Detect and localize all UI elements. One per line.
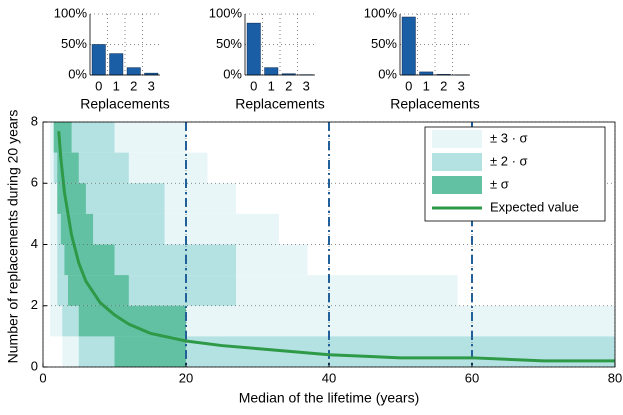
y-tick-label: 8 xyxy=(31,113,38,128)
x-tick-label: 3 xyxy=(458,78,465,93)
y-tick-label: 50% xyxy=(371,36,397,51)
x-axis-label: Replacements xyxy=(235,96,325,112)
legend-label: ± σ xyxy=(490,176,509,191)
x-tick-label: 3 xyxy=(303,78,310,93)
x-tick-label: 20 xyxy=(179,370,193,385)
x-tick-label: 2 xyxy=(440,78,447,93)
legend-swatch xyxy=(432,176,482,194)
x-axis-label: Replacements xyxy=(390,96,480,112)
x-tick-label: 1 xyxy=(113,78,120,93)
band-cell xyxy=(60,213,94,245)
y-tick-label: 6 xyxy=(31,175,38,190)
x-tick-label: 80 xyxy=(608,370,622,385)
y-tick-label: 100% xyxy=(209,5,243,20)
x-tick-label: 0 xyxy=(95,78,102,93)
band-cell xyxy=(53,122,72,153)
legend-swatch xyxy=(432,130,482,148)
x-tick-label: 2 xyxy=(285,78,292,93)
legend-swatch xyxy=(432,153,482,171)
x-tick-label: 0 xyxy=(39,370,46,385)
band-cell xyxy=(114,336,186,367)
x-axis-label: Median of the lifetime (years) xyxy=(239,390,420,406)
y-tick-label: 0% xyxy=(68,66,87,81)
legend-label: ± 2 · σ xyxy=(490,153,528,168)
y-tick-label: 4 xyxy=(31,236,38,251)
x-tick-label: 40 xyxy=(322,370,336,385)
y-axis-label: Number of replacements during 20 years xyxy=(5,110,21,364)
bar xyxy=(246,22,261,76)
x-axis-label: Replacements xyxy=(80,96,170,112)
y-tick-label: 0 xyxy=(31,358,38,373)
legend-label: Expected value xyxy=(490,199,579,214)
bar xyxy=(401,16,416,76)
legend-label: ± 3 · σ xyxy=(490,130,528,145)
x-tick-label: 0 xyxy=(405,78,412,93)
bar xyxy=(419,71,434,76)
bar xyxy=(264,67,279,76)
y-tick-label: 2 xyxy=(31,297,38,312)
band-cell xyxy=(78,305,186,337)
line-series xyxy=(57,131,615,363)
y-tick-label: 50% xyxy=(61,36,87,51)
y-tick-label: 0% xyxy=(378,66,397,81)
x-tick-label: 1 xyxy=(268,78,275,93)
y-tick-label: 50% xyxy=(216,36,242,51)
y-tick-label: 100% xyxy=(54,5,88,20)
bar xyxy=(126,67,141,76)
bar xyxy=(109,53,124,76)
x-tick-label: 1 xyxy=(423,78,430,93)
band-cell xyxy=(57,183,86,214)
x-tick-label: 60 xyxy=(465,370,479,385)
y-tick-label: 0% xyxy=(223,66,242,81)
y-tick-label: 100% xyxy=(364,5,398,20)
band-cell xyxy=(64,244,115,276)
bar xyxy=(91,44,106,76)
x-tick-label: 3 xyxy=(148,78,155,93)
x-tick-label: 2 xyxy=(130,78,137,93)
x-tick-label: 0 xyxy=(250,78,257,93)
